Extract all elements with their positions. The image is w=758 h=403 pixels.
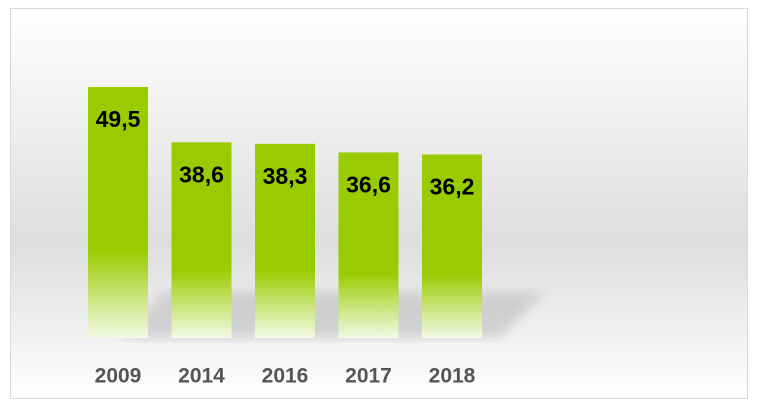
x-tick-label: 2018	[429, 365, 476, 388]
bar	[422, 154, 482, 338]
bar	[255, 143, 315, 338]
value-label: 36,6	[346, 172, 391, 198]
value-label: 36,2	[430, 174, 475, 200]
bar	[171, 142, 232, 338]
x-tick-label: 2014	[178, 365, 225, 388]
value-label: 38,6	[179, 161, 224, 187]
x-tick-label: 2016	[262, 365, 309, 388]
x-tick-label: 2017	[345, 365, 392, 388]
value-label: 49,5	[96, 106, 141, 132]
value-label: 38,3	[263, 163, 308, 189]
bar	[338, 152, 399, 338]
x-tick-label: 2009	[95, 365, 142, 388]
bar	[88, 87, 148, 338]
